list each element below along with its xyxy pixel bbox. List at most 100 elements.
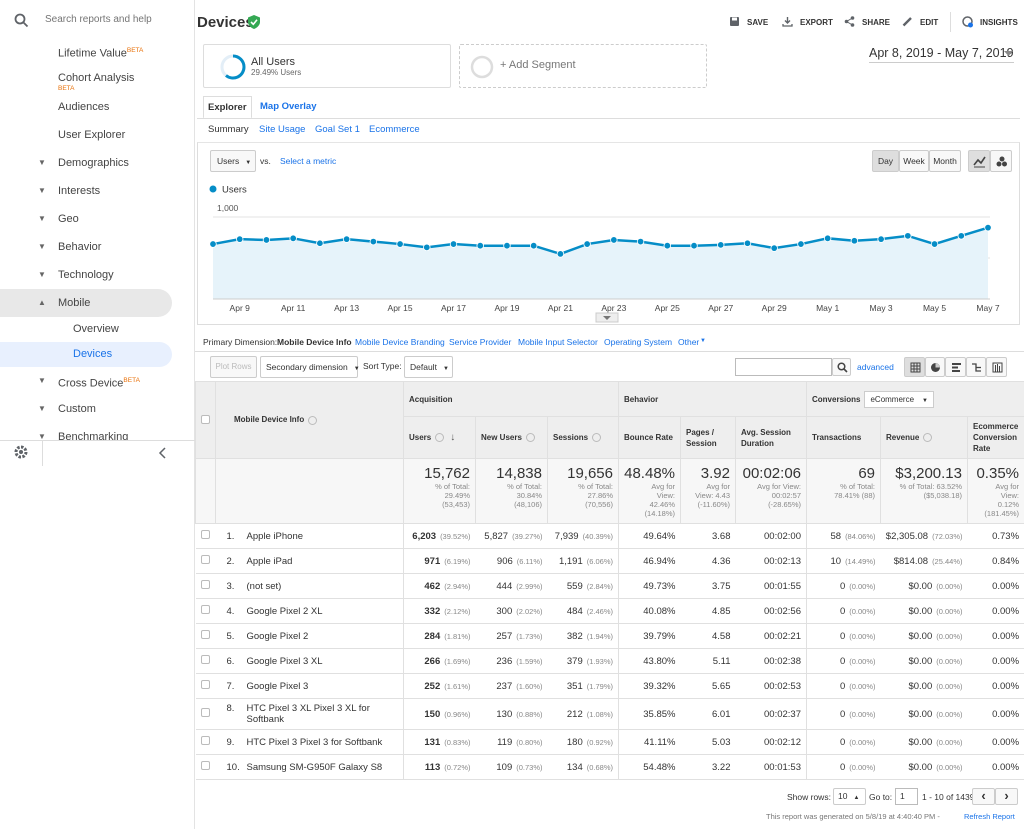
checkbox[interactable]	[201, 708, 210, 717]
view-toggle[interactable]	[904, 357, 925, 377]
data-row: 9. HTC Pixel 3 Pixel 3 for Softbank 131 (0.…	[195, 729, 1024, 755]
sub-tab[interactable]: Ecommerce	[369, 124, 420, 135]
nav-label: Behavior	[58, 241, 102, 253]
action-button[interactable]: INSIGHTS	[980, 18, 1018, 27]
dimension-wrap: 2. Apple iPad	[221, 556, 399, 567]
interval-button[interactable]: Week	[899, 150, 929, 172]
dimension-option[interactable]: Mobile Device Branding	[355, 337, 445, 347]
nav-section[interactable]: ▼ Geo	[0, 205, 172, 233]
metric-dropdown[interactable]: Users ▼	[210, 150, 256, 172]
dimension-option[interactable]: Operating System	[604, 337, 673, 347]
date-range[interactable]: Apr 8, 2019 - May 7, 2019	[869, 46, 1014, 63]
action-button[interactable]: EXPORT	[800, 18, 833, 27]
goal-dropdown[interactable]: eCommerce ▼	[864, 390, 934, 408]
chart-type-line[interactable]	[968, 150, 990, 172]
nav-section[interactable]: ▼ Benchmarking	[0, 423, 172, 440]
data-point	[717, 241, 725, 249]
interval-button[interactable]: Day	[872, 150, 899, 172]
view-tab[interactable]: Explorer	[203, 96, 252, 119]
nav-subitem[interactable]: Devices	[0, 342, 172, 367]
data-point	[904, 232, 912, 240]
view-tab[interactable]: Map Overlay	[260, 101, 317, 112]
page-nav[interactable]: ›	[995, 788, 1018, 805]
dimension-option[interactable]: Service Provider	[449, 337, 512, 347]
nav-label: Benchmarking	[58, 431, 129, 440]
nav-item[interactable]: Cohort Analysis BETA	[0, 65, 195, 93]
sidebar-nav: Lifetime ValueBETA Cohort Analysis BETA Aud…	[0, 37, 195, 440]
device-name[interactable]: Google Pixel 2	[246, 630, 309, 642]
secondary-dimension[interactable]: Secondary dimension ▼	[260, 356, 360, 378]
device-name[interactable]: Google Pixel 3	[246, 680, 309, 692]
advanced-link[interactable]: advanced	[857, 362, 894, 372]
column-header: Pages / Session	[680, 416, 736, 459]
metric-value: $814.08	[893, 555, 929, 567]
page-nav[interactable]: ‹	[972, 788, 995, 805]
nav-section[interactable]: ▼ Demographics	[0, 149, 172, 177]
data-point	[556, 250, 565, 258]
view-toggle[interactable]	[986, 357, 1007, 377]
nav-section[interactable]: ▲ Mobile	[0, 289, 172, 317]
action-button[interactable]: SHARE	[862, 18, 891, 27]
search-input[interactable]: Search reports and help	[45, 14, 152, 25]
checkbox[interactable]	[201, 555, 210, 564]
nav-section[interactable]: ▼ Technology	[0, 261, 172, 289]
column-header: New Users	[475, 416, 548, 459]
checkbox[interactable]	[201, 736, 210, 745]
metric-value: 0	[839, 680, 846, 692]
checkbox[interactable]	[201, 655, 210, 664]
rows-select[interactable]: 10 ▲	[833, 788, 866, 805]
checkbox[interactable]	[201, 605, 210, 614]
interval-button[interactable]: Month	[929, 150, 961, 172]
caret-icon: ▼	[38, 186, 46, 195]
sub-tab[interactable]: Goal Set 1	[315, 124, 360, 135]
compare-metric[interactable]: Select a metric	[280, 156, 337, 166]
nav-item[interactable]: User Explorer	[0, 121, 195, 149]
metric-cell: 236 (1.59%)	[475, 648, 548, 674]
checkbox[interactable]	[201, 680, 210, 689]
dimension-option[interactable]: Mobile Input Selector	[518, 337, 598, 347]
device-name[interactable]: Apple iPad	[246, 555, 293, 567]
nav-section[interactable]: ▼ Interests	[0, 177, 172, 205]
checkbox[interactable]	[201, 630, 210, 639]
page-input[interactable]: 1	[895, 788, 918, 805]
chart-type-motion[interactable]	[990, 150, 1012, 172]
dimension-option[interactable]: Other	[678, 337, 700, 347]
segment-card[interactable]: All Users 29.49% Users	[203, 44, 451, 88]
nav-label: User Explorer	[58, 129, 126, 141]
checkbox[interactable]	[201, 580, 210, 589]
view-toggle[interactable]	[965, 357, 986, 377]
device-name[interactable]: Apple iPhone	[246, 530, 304, 542]
action-button[interactable]: EDIT	[920, 18, 939, 27]
device-name[interactable]: (not set)	[246, 580, 282, 592]
device-name[interactable]: HTC Pixel 3 Pixel 3 for Softbank	[246, 736, 383, 748]
view-toggle[interactable]	[924, 357, 945, 377]
sub-tab[interactable]: Summary	[208, 124, 249, 135]
nav-item[interactable]: Audiences	[0, 93, 195, 121]
device-name[interactable]: Google Pixel 3 XL	[246, 655, 323, 667]
action-button[interactable]: SAVE	[747, 18, 769, 27]
sort-dropdown[interactable]: Default ▼	[404, 356, 453, 378]
device-name[interactable]: Google Pixel 2 XL	[246, 605, 323, 617]
column-name: New Users	[481, 433, 522, 442]
search-button[interactable]	[832, 358, 851, 376]
table-search[interactable]	[735, 358, 832, 376]
dimension-option[interactable]: Mobile Device Info	[277, 337, 352, 347]
nav-section[interactable]: ▼ Cross DeviceBETA	[0, 367, 172, 395]
checkbox[interactable]	[201, 414, 210, 424]
nav-item[interactable]: Lifetime ValueBETA	[0, 37, 195, 65]
metric-percent: (1.93%)	[586, 656, 613, 666]
plot-rows-button[interactable]: Plot Rows	[210, 356, 257, 378]
device-name[interactable]: Samsung SM-G950F Galaxy S8	[246, 761, 383, 773]
metric-cell: 7,939 (40.39%)	[547, 523, 619, 549]
view-toggle[interactable]	[945, 357, 966, 377]
nav-section[interactable]: ▼ Behavior	[0, 233, 172, 261]
device-name[interactable]: HTC Pixel 3 XL Pixel 3 XL for Softbank	[246, 703, 370, 725]
refresh-link[interactable]: Refresh Report	[964, 812, 1015, 821]
nav-section[interactable]: ▼ Custom	[0, 395, 172, 423]
checkbox[interactable]	[201, 761, 210, 770]
segment-add[interactable]: + Add Segment	[459, 44, 707, 88]
checkbox[interactable]	[201, 530, 210, 539]
sub-tab[interactable]: Site Usage	[259, 124, 306, 135]
nav-subitem[interactable]: Overview	[0, 317, 172, 342]
metric-percent: (0.00%)	[936, 709, 963, 719]
